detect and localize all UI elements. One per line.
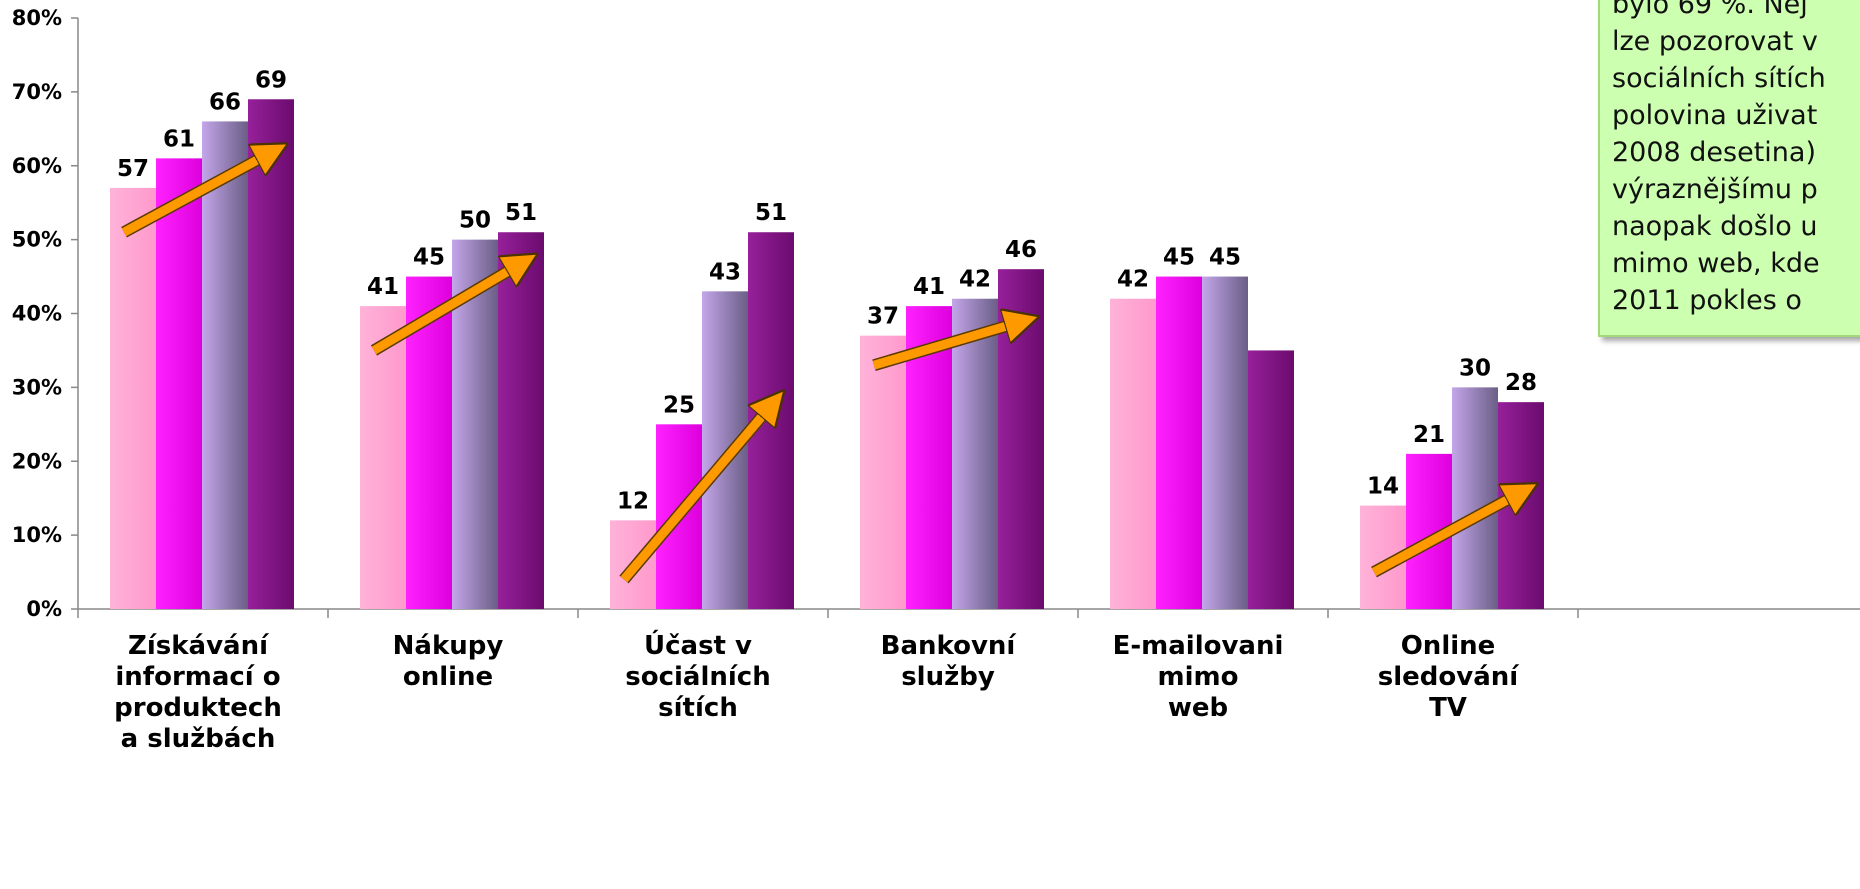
bar [952, 298, 998, 609]
bar [1248, 350, 1294, 609]
trend-arrow [1371, 491, 1524, 577]
bar [1452, 387, 1498, 609]
y-tick-label: 40% [12, 302, 62, 326]
category-label: produktech [114, 693, 282, 723]
y-tick-label: 70% [12, 80, 62, 104]
commentary-callout: bylo 69 %. Nej lze pozorovat v sociálníc… [1598, 0, 1860, 337]
bar-value-label: 41 [367, 274, 399, 300]
y-tick-label: 10% [12, 523, 62, 547]
trend-arrow [620, 402, 774, 583]
bar-value-label: 42 [959, 267, 991, 293]
bar-value-label: 45 [1209, 245, 1241, 271]
trend-arrow [121, 151, 274, 237]
callout-text: bylo 69 %. Nej lze pozorovat v sociálníc… [1612, 0, 1826, 316]
y-tick-label: 0% [26, 597, 62, 621]
category-label: sledování [1378, 662, 1520, 692]
y-tick-label: 30% [12, 375, 62, 399]
category-label: E-mailovani [1113, 631, 1284, 661]
bar-value-label: 61 [163, 126, 195, 152]
bar-value-label: 66 [209, 89, 241, 115]
bar [110, 187, 156, 609]
trend-arrow [371, 262, 524, 355]
y-tick-label: 80% [12, 6, 62, 30]
bar [860, 335, 906, 609]
bar-value-label: 57 [117, 156, 149, 182]
trend-arrow [872, 321, 1024, 370]
bar [1110, 298, 1156, 609]
bar [248, 99, 294, 609]
trend-arrows-layer [121, 151, 1524, 584]
bar-value-label: 21 [1413, 422, 1445, 448]
y-tick-label: 20% [12, 449, 62, 473]
category-label: web [1168, 693, 1228, 723]
bar-value-label: 12 [617, 488, 649, 514]
bar-value-label: 41 [913, 274, 945, 300]
bar [1202, 276, 1248, 609]
category-label: mimo [1158, 662, 1239, 692]
category-label: online [403, 662, 493, 692]
bar-value-label: 51 [755, 200, 787, 226]
category-label: Získávání [128, 631, 270, 661]
bar-value-label: 42 [1117, 267, 1149, 293]
bar-value-label: 28 [1505, 370, 1537, 396]
category-label: Nákupy [393, 631, 504, 661]
bar [1156, 276, 1202, 609]
category-label: sítích [658, 693, 738, 723]
category-label: Bankovní [881, 631, 1018, 661]
y-tick-label: 60% [12, 154, 62, 178]
bar-value-label: 46 [1005, 237, 1037, 263]
bar-value-label: 37 [867, 304, 899, 330]
category-label: sociálních [625, 662, 770, 692]
bar-value-label: 51 [505, 200, 537, 226]
bar [360, 306, 406, 609]
bar-value-label: 50 [459, 208, 491, 234]
category-label: informací o [115, 662, 280, 692]
bar-value-label: 14 [1367, 474, 1399, 500]
bar-value-label: 30 [1459, 355, 1491, 381]
bar [156, 158, 202, 610]
data-labels-layer: 57 61 66 69 41 45 50 51 12 25 43 51 37 41 42 46 42 45 45 14… [117, 67, 1537, 514]
bar-value-label: 25 [663, 392, 695, 418]
category-label: TV [1429, 693, 1467, 723]
bar-value-label: 45 [413, 245, 445, 271]
bar [202, 121, 248, 610]
category-label: služby [901, 662, 995, 692]
y-tick-label: 50% [12, 228, 62, 252]
bar-value-label: 45 [1163, 245, 1195, 271]
category-label: a službách [121, 724, 276, 754]
bar-value-label: 69 [255, 67, 287, 93]
bar [498, 232, 544, 610]
bars-layer [110, 99, 1544, 610]
bar-value-label: 43 [709, 259, 741, 285]
category-label: Účast v [644, 629, 752, 661]
category-label: Online [1401, 631, 1496, 661]
